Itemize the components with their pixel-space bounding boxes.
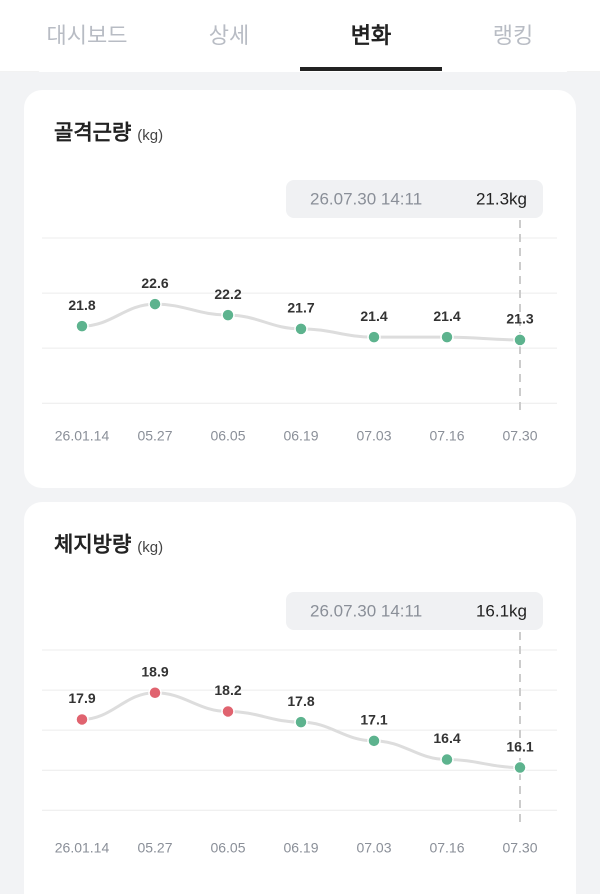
value-label: 18.2 [214,682,241,698]
tab[interactable]: 변화 [351,23,391,48]
point [221,704,235,719]
value-label: 21.3 [506,311,533,327]
point [221,308,235,322]
card-title: 체지방량 [54,534,131,557]
unit: (kg) [137,539,163,556]
point [513,760,527,775]
value-label: 21.8 [68,297,95,313]
value-label: 21.4 [360,308,387,324]
x-tick-label: 06.05 [210,428,245,444]
x-tick-label: 06.05 [210,840,245,856]
x-tick-label: 05.27 [137,840,172,856]
tab[interactable]: 대시보드 [47,23,128,48]
tab-indicator [300,67,442,71]
value-label: 21.4 [433,308,460,324]
value-label: 16.4 [433,730,460,746]
card-title: 골격근량 [54,122,131,145]
point [148,685,162,700]
x-tick-label: 07.30 [502,840,537,856]
tooltip-date: 26.07.30 14:11 [310,189,422,208]
x-tick-label: 06.19 [283,428,318,444]
tooltip [286,592,543,630]
point [75,712,89,727]
x-tick-label: 26.01.14 [55,428,110,444]
x-tick-label: 05.27 [137,428,172,444]
tab[interactable]: 상세 [209,23,249,48]
point [440,752,454,767]
x-tick-label: 26.01.14 [55,840,110,856]
unit: (kg) [137,127,163,144]
x-tick-label: 07.03 [356,428,391,444]
x-tick-label: 07.30 [502,428,537,444]
point [440,330,454,344]
point [75,319,89,333]
x-tick-label: 07.03 [356,840,391,856]
value-label: 22.6 [141,275,168,291]
tooltip-value: 16.1kg [476,601,527,620]
tooltip-date: 26.07.30 14:11 [310,601,422,620]
point [294,322,308,336]
gap [0,72,600,80]
point [367,734,381,748]
value-label: 17.8 [287,693,314,709]
point [294,715,308,729]
value-label: 22.2 [214,286,241,302]
x-tick-label: 06.19 [283,840,318,856]
value-label: 17.1 [360,712,387,728]
x-tick-label: 07.16 [429,428,464,444]
point [148,297,162,311]
point [513,333,527,347]
tab[interactable]: 랭킹 [493,23,533,48]
value-label: 16.1 [506,738,533,754]
point [367,330,381,344]
value-label: 21.7 [287,300,314,316]
tooltip-value: 21.3kg [476,189,527,208]
x-tick-label: 07.16 [429,840,464,856]
tooltip [286,180,543,218]
value-label: 17.9 [68,690,95,706]
value-label: 18.9 [141,663,168,679]
